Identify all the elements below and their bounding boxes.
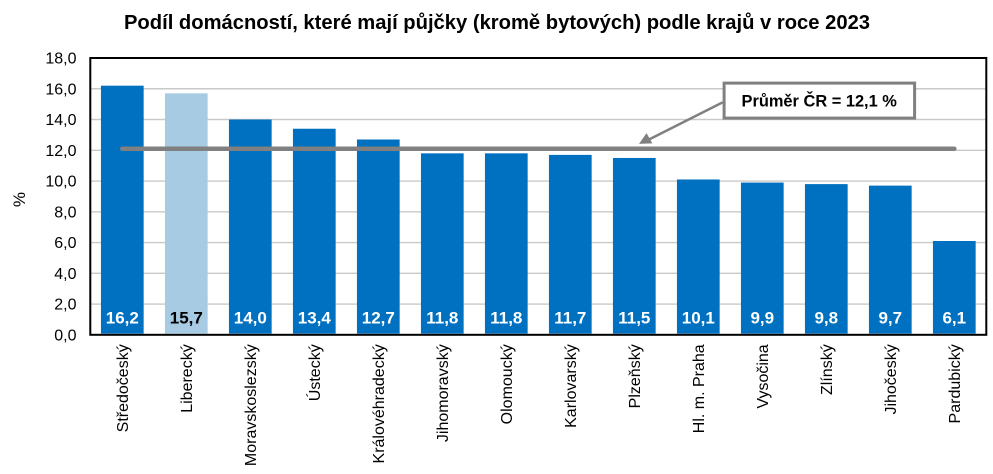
svg-text:8,0: 8,0 — [54, 204, 76, 221]
svg-text:10,0: 10,0 — [45, 174, 76, 191]
svg-text:13,4: 13,4 — [298, 308, 332, 327]
svg-text:14,0: 14,0 — [45, 112, 76, 129]
svg-text:6,1: 6,1 — [942, 308, 966, 327]
svg-text:12,0: 12,0 — [45, 143, 76, 160]
svg-text:Plzeňský: Plzeňský — [627, 344, 644, 408]
svg-text:14,0: 14,0 — [234, 308, 267, 327]
svg-text:16,2: 16,2 — [106, 308, 139, 327]
svg-text:6,0: 6,0 — [54, 235, 76, 252]
svg-text:15,7: 15,7 — [170, 308, 203, 327]
svg-text:0,0: 0,0 — [54, 327, 76, 344]
svg-text:Olomoucký: Olomoucký — [499, 344, 516, 424]
svg-text:10,1: 10,1 — [682, 308, 715, 327]
svg-text:Zlínský: Zlínský — [819, 344, 836, 395]
svg-text:16,0: 16,0 — [45, 81, 76, 98]
svg-text:11,8: 11,8 — [490, 308, 522, 327]
svg-text:Jihomoravský: Jihomoravský — [435, 344, 452, 442]
svg-text:9,9: 9,9 — [750, 308, 774, 327]
svg-text:Vysočina: Vysočina — [755, 344, 772, 408]
svg-text:11,5: 11,5 — [618, 308, 650, 327]
svg-text:%: % — [10, 192, 29, 207]
svg-text:18,0: 18,0 — [45, 51, 76, 68]
svg-text:9,8: 9,8 — [814, 308, 838, 327]
svg-text:Hl. m. Praha: Hl. m. Praha — [691, 344, 708, 433]
svg-text:4,0: 4,0 — [54, 266, 76, 283]
svg-text:Středočeský: Středočeský — [115, 344, 132, 432]
svg-text:Moravskoslezský: Moravskoslezský — [243, 344, 260, 466]
svg-text:2,0: 2,0 — [54, 297, 76, 314]
svg-text:Královéhradecký: Královéhradecký — [371, 344, 388, 463]
svg-text:Podíl domácností, které mají p: Podíl domácností, které mají půjčky (kro… — [124, 12, 870, 34]
svg-text:Ústecký: Ústecký — [305, 344, 324, 401]
svg-text:Liberecký: Liberecký — [179, 344, 196, 412]
svg-text:11,7: 11,7 — [554, 308, 586, 327]
svg-text:Průměr ČR = 12,1 %: Průměr ČR = 12,1 % — [742, 91, 898, 110]
svg-text:Karlovarský: Karlovarský — [563, 344, 580, 428]
svg-text:12,7: 12,7 — [362, 308, 395, 327]
svg-text:Jihočeský: Jihočeský — [883, 344, 900, 414]
svg-text:9,7: 9,7 — [878, 308, 902, 327]
svg-text:Pardubický: Pardubický — [947, 344, 964, 423]
svg-text:11,8: 11,8 — [426, 308, 458, 327]
